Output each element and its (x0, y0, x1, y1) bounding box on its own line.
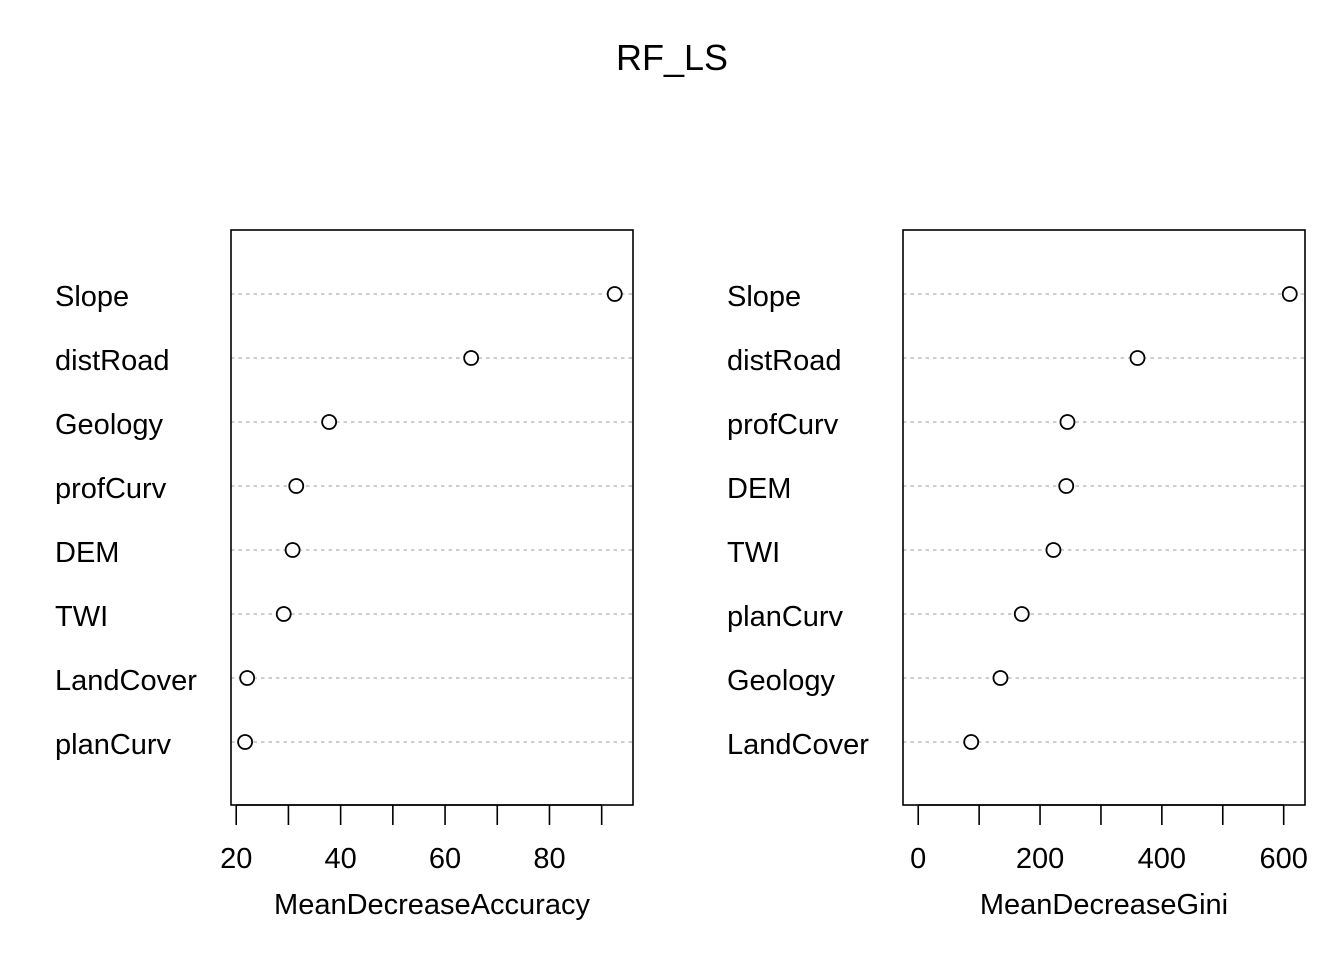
gini-x-tick-label: 400 (1138, 843, 1186, 875)
gini-panel: Slope distRoad profCurv DEM TWI planCurv Geolo… (727, 229, 1308, 921)
gini-point-4 (1045, 542, 1062, 558)
accuracy-category-label: DEM (55, 537, 119, 569)
gini-point-1 (1129, 350, 1146, 366)
gini-point-5 (1013, 606, 1030, 622)
accuracy-category-label: Geology (55, 409, 164, 441)
accuracy-x-tick-label: 80 (533, 843, 565, 875)
accuracy-x-axis-title: MeanDecreaseAccuracy (274, 889, 590, 921)
gini-point-2 (1059, 414, 1076, 430)
gini-x-tick-label: 600 (1259, 843, 1307, 875)
gini-category-label: LandCover (727, 729, 869, 761)
accuracy-x-tick-label: 40 (325, 843, 357, 875)
gini-plot-frame (902, 229, 1306, 806)
gini-category-label: Geology (727, 665, 836, 697)
accuracy-plot-frame (230, 229, 634, 806)
gini-category-label: planCurv (727, 601, 844, 633)
accuracy-point-3 (288, 478, 305, 494)
gini-category-label: profCurv (727, 409, 839, 441)
gini-category-label: TWI (727, 537, 780, 569)
gini-point-0 (1281, 286, 1298, 302)
accuracy-category-label: LandCover (55, 665, 197, 697)
accuracy-point-7 (237, 734, 253, 750)
accuracy-point-2 (321, 414, 338, 430)
accuracy-point-1 (463, 350, 480, 366)
accuracy-x-tick-label: 60 (429, 843, 461, 875)
accuracy-panel: Slope distRoad Geology profCurv DEM TWI LandCo… (55, 229, 634, 921)
gini-x-tick-label: 200 (1016, 843, 1064, 875)
gini-point-7 (963, 734, 980, 750)
chart-title: RF_LS (616, 37, 728, 78)
accuracy-point-6 (239, 670, 256, 686)
gini-category-label: Slope (727, 281, 801, 313)
accuracy-category-label: profCurv (55, 473, 167, 505)
gini-x-tick-label: 0 (910, 843, 926, 875)
accuracy-category-label: TWI (55, 601, 108, 633)
accuracy-category-label: Slope (55, 281, 129, 313)
accuracy-point-0 (606, 286, 623, 302)
accuracy-category-label: distRoad (55, 345, 169, 377)
gini-category-label: distRoad (727, 345, 841, 377)
accuracy-x-tick-label: 20 (220, 843, 252, 875)
accuracy-point-5 (275, 606, 292, 622)
gini-category-label: DEM (727, 473, 791, 505)
gini-point-6 (992, 670, 1009, 686)
gini-point-3 (1058, 478, 1075, 494)
accuracy-point-4 (284, 542, 301, 558)
gini-x-axis-title: MeanDecreaseGini (980, 889, 1228, 921)
accuracy-category-label: planCurv (55, 729, 172, 761)
